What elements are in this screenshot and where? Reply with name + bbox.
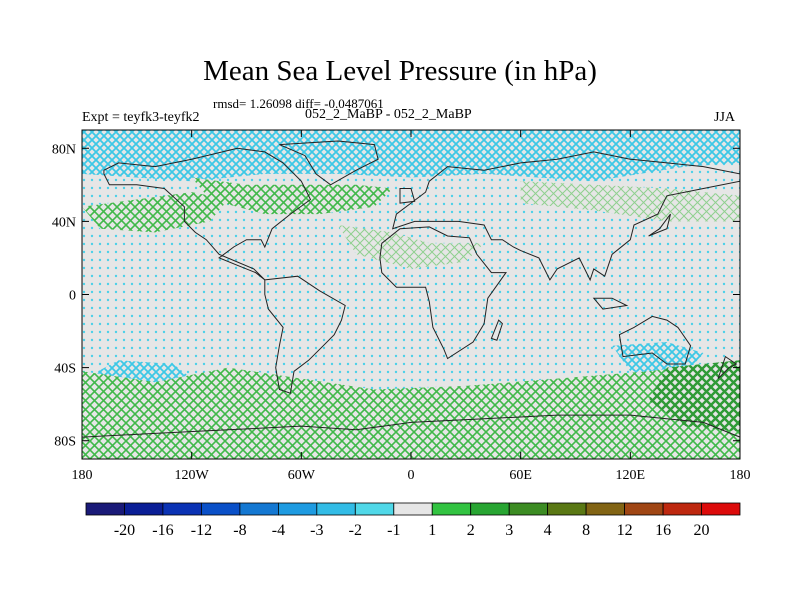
southwest-pacific-strong-positive-region <box>648 360 740 432</box>
colorbar-swatch <box>200 502 241 516</box>
new-zealand-coastline <box>717 355 738 379</box>
africa-coastline <box>379 226 507 360</box>
north-america-coastline <box>103 147 312 281</box>
colorbar-swatch <box>239 502 279 516</box>
colorbar-label: -4 <box>272 522 285 539</box>
y-tick-label: 40N <box>52 215 76 230</box>
colorbar-swatch <box>662 502 702 516</box>
madagascar-coastline <box>490 319 503 341</box>
subtropical-atlantic-positive-region <box>337 225 485 269</box>
colorbar-label: 12 <box>617 522 633 539</box>
colorbar-swatch <box>470 502 510 516</box>
north-pacific-positive-region <box>82 192 229 233</box>
colorbar-swatch <box>124 502 164 516</box>
colorbar-label: -8 <box>233 522 246 539</box>
colorbar-swatch <box>701 502 741 516</box>
eurasia-coastline <box>391 151 741 282</box>
japan-coastline <box>648 213 671 237</box>
colorbar-label: -20 <box>114 522 135 539</box>
x-tick-label: 0 <box>408 468 415 483</box>
x-tick-label: 120W <box>175 468 210 483</box>
x-tick-label: 60W <box>288 468 316 483</box>
uk-coastline <box>399 188 416 204</box>
colorbar-swatch <box>354 502 395 516</box>
y-tick-label: 0 <box>69 289 76 304</box>
colorbar-label: -1 <box>387 522 400 539</box>
arctic-negative-region <box>82 130 740 182</box>
map-plot-area <box>81 129 741 460</box>
case-label: 052_2_MaBP - 052_2_MaBP <box>305 107 472 122</box>
colorbar-label: 20 <box>694 522 710 539</box>
chart-title: Mean Sea Level Pressure (in hPa) <box>203 55 597 87</box>
colorbar-label: 3 <box>505 522 513 539</box>
y-tick-label: 40S <box>54 362 76 377</box>
colorbar-label: 2 <box>467 522 475 539</box>
colorbar-label: -2 <box>349 522 362 539</box>
colorbar-label: -12 <box>191 522 212 539</box>
colorbar-label: -3 <box>310 522 323 539</box>
colorbar-swatch <box>508 502 549 516</box>
southern-ocean-positive-region <box>82 360 740 459</box>
map-axes: 180 120W 60W 0 60E 120E 180 80N 40N 0 40S 80S <box>52 130 751 483</box>
colorbar-swatch <box>585 502 625 516</box>
y-tick-label: 80S <box>54 435 76 450</box>
x-tick-label: 180 <box>730 468 751 483</box>
colorbar-swatch <box>393 502 433 516</box>
greenland-coastline <box>279 140 379 186</box>
x-tick-label: 180 <box>72 468 93 483</box>
colorbar-swatch <box>85 502 125 516</box>
eurasia-positive-region <box>520 181 740 222</box>
x-tick-label: 120E <box>616 468 646 483</box>
colorbar-swatch <box>624 502 664 516</box>
colorbar: -20 -16 -12 -8 -4 -3 -2 -1 1 2 3 4 8 12 16 20 <box>85 502 741 539</box>
colorbar-swatch <box>162 502 202 516</box>
colorbar-label: 1 <box>428 522 436 539</box>
south-america-coastline <box>264 275 346 394</box>
colorbar-label: 8 <box>582 522 590 539</box>
colorbar-swatch <box>316 502 356 516</box>
y-tick-label: 80N <box>52 142 76 157</box>
colorbar-swatch <box>547 502 587 516</box>
experiment-label: Expt = teyfk3-teyfk2 <box>82 110 200 125</box>
anomaly-regions <box>82 130 740 459</box>
colorbar-swatch <box>277 502 318 516</box>
colorbar-label: -16 <box>152 522 173 539</box>
colorbar-label: 16 <box>655 522 671 539</box>
season-label: JJA <box>714 110 736 125</box>
australia-coastline <box>618 315 692 365</box>
stats-text: rmsd= 1.26098 diff= -0.0487061 <box>213 96 384 111</box>
x-tick-label: 60E <box>509 468 532 483</box>
colorbar-swatch <box>431 502 472 516</box>
greenland-island-coastline <box>592 297 629 310</box>
north-atlantic-positive-region <box>191 177 393 215</box>
coastlines <box>81 140 741 460</box>
colorbar-label: 4 <box>544 522 552 539</box>
